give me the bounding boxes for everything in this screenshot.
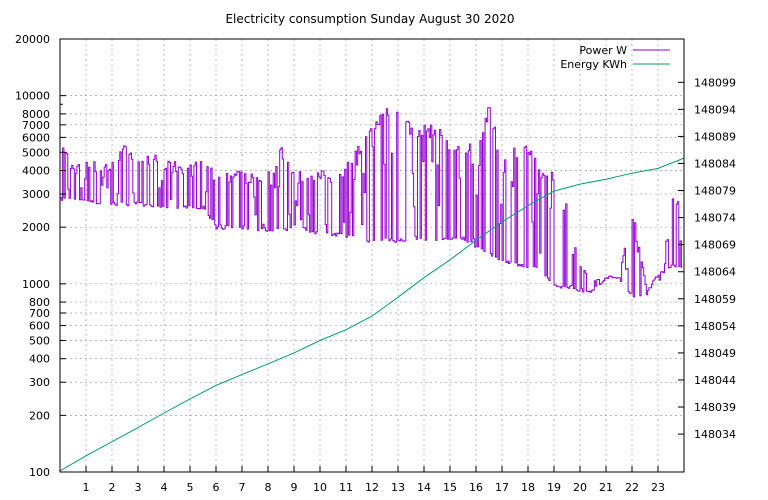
y-tick-label: 3000 (22, 188, 50, 201)
chart-title: Electricity consumption Sunday August 30… (225, 12, 514, 26)
power-series (60, 107, 682, 298)
y2-tick-label: 148069 (694, 239, 736, 252)
y-tick-label: 200 (29, 409, 50, 422)
x-tick-label: 5 (187, 481, 194, 494)
y-tick-label: 2000 (22, 221, 50, 234)
y-tick-label: 6000 (22, 131, 50, 144)
y-tick-label: 20000 (15, 33, 50, 46)
y2-tick-label: 148044 (694, 374, 736, 387)
x-tick-label: 17 (495, 481, 509, 494)
y-tick-label: 400 (29, 353, 50, 366)
y-tick-label: 8000 (22, 108, 50, 121)
y2-tick-label: 148074 (694, 212, 736, 225)
y2-tick-label: 148094 (694, 103, 736, 116)
legend: Power W Energy KWh (560, 44, 670, 71)
y2-tick-label: 148039 (694, 401, 736, 414)
y-tick-label: 5000 (22, 146, 50, 159)
x-tick-label: 18 (521, 481, 535, 494)
y2-tick-label: 148084 (694, 157, 736, 170)
x-tick-label: 8 (265, 481, 272, 494)
y-axis-right: 148034 148039 148044 148049 148054 148059 1480… (678, 76, 736, 441)
y-tick-label: 4000 (22, 165, 50, 178)
x-tick-label: 19 (547, 481, 561, 494)
x-tick-label: 4 (161, 481, 168, 494)
x-tick-label: 23 (651, 481, 665, 494)
y-tick-label: 800 (29, 296, 50, 309)
y2-tick-label: 148034 (694, 428, 736, 441)
x-tick-label: 14 (417, 481, 431, 494)
y2-tick-label: 148064 (694, 266, 736, 279)
x-tick-label: 10 (313, 481, 327, 494)
grid-lines (60, 39, 684, 472)
y2-tick-label: 148049 (694, 347, 736, 360)
energy-series (59, 157, 685, 472)
legend-label-energy: Energy KWh (560, 58, 627, 71)
y-tick-label: 600 (29, 320, 50, 333)
y2-tick-label: 148079 (694, 185, 736, 198)
x-tick-label: 7 (239, 481, 246, 494)
y-tick-label: 700 (29, 307, 50, 320)
y-tick-label: 300 (29, 376, 50, 389)
y-tick-label: 10000 (15, 90, 50, 103)
y-tick-label: 100 (29, 466, 50, 479)
x-tick-label: 21 (599, 481, 613, 494)
x-tick-label: 6 (213, 481, 220, 494)
x-tick-label: 2 (109, 481, 116, 494)
y2-tick-label: 148054 (694, 320, 736, 333)
x-tick-label: 20 (573, 481, 587, 494)
x-tick-label: 15 (443, 481, 457, 494)
legend-label-power: Power W (579, 44, 627, 57)
x-tick-label: 9 (291, 481, 298, 494)
x-axis: 1 2 3 4 5 6 7 8 9 10 11 12 13 14 15 16 17 18 19 20 21 22 23 (83, 466, 665, 494)
x-tick-label: 11 (339, 481, 353, 494)
power-line (60, 107, 682, 298)
x-tick-label: 1 (83, 481, 90, 494)
x-tick-label: 22 (625, 481, 639, 494)
y2-tick-label: 148099 (694, 76, 736, 89)
x-tick-label: 3 (135, 481, 142, 494)
energy-line (59, 157, 685, 472)
y-tick-label: 500 (29, 334, 50, 347)
y-tick-label: 1000 (22, 278, 50, 291)
y2-tick-label: 148089 (694, 130, 736, 143)
y-tick-label: 7000 (22, 119, 50, 132)
x-tick-label: 12 (365, 481, 379, 494)
y2-tick-label: 148059 (694, 293, 736, 306)
x-tick-label: 16 (469, 481, 483, 494)
x-tick-label: 13 (391, 481, 405, 494)
